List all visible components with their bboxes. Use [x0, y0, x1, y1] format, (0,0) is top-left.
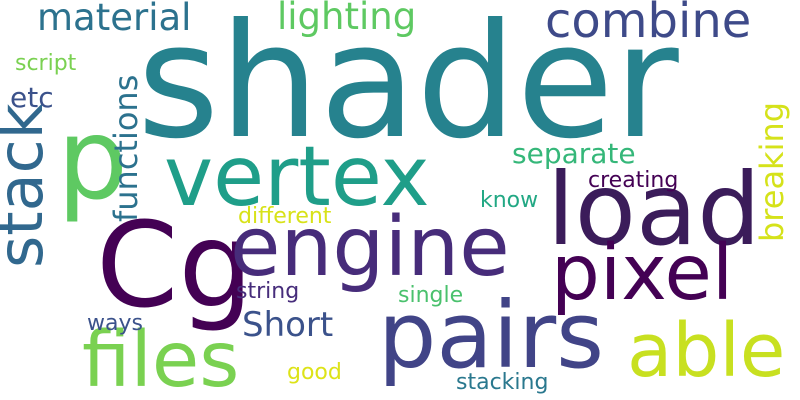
- word-able: able: [627, 308, 786, 394]
- word-string: string: [236, 279, 300, 304]
- word-pixel: pixel: [551, 229, 734, 318]
- word-lighting: lighting: [277, 0, 417, 38]
- word-stacking: stacking: [456, 370, 549, 395]
- word-vertex: vertex: [164, 128, 430, 225]
- word-material: material: [37, 0, 192, 39]
- word-stack: stack: [0, 103, 57, 268]
- word-load: load: [547, 151, 761, 268]
- word-ways: ways: [87, 311, 143, 336]
- word-pairs: pairs: [378, 282, 605, 389]
- word-different: different: [238, 204, 332, 229]
- word-combine: combine: [545, 0, 752, 49]
- word-shader: shader: [137, 0, 679, 174]
- word-separate: separate: [512, 137, 636, 170]
- word-short: Short: [242, 305, 334, 345]
- word-etc: etc: [10, 81, 54, 114]
- word-good: good: [287, 360, 342, 385]
- word-know: know: [480, 188, 539, 213]
- word-single: single: [398, 283, 464, 308]
- word-creating: creating: [588, 168, 679, 193]
- word-breaking: breaking: [753, 101, 791, 242]
- word-script: script: [15, 51, 77, 76]
- word-engine: engine: [230, 200, 510, 295]
- word-cg: Cg: [96, 196, 254, 334]
- word-files: files: [82, 316, 240, 400]
- word-p: p: [57, 95, 129, 225]
- word-functions: functions: [107, 74, 145, 222]
